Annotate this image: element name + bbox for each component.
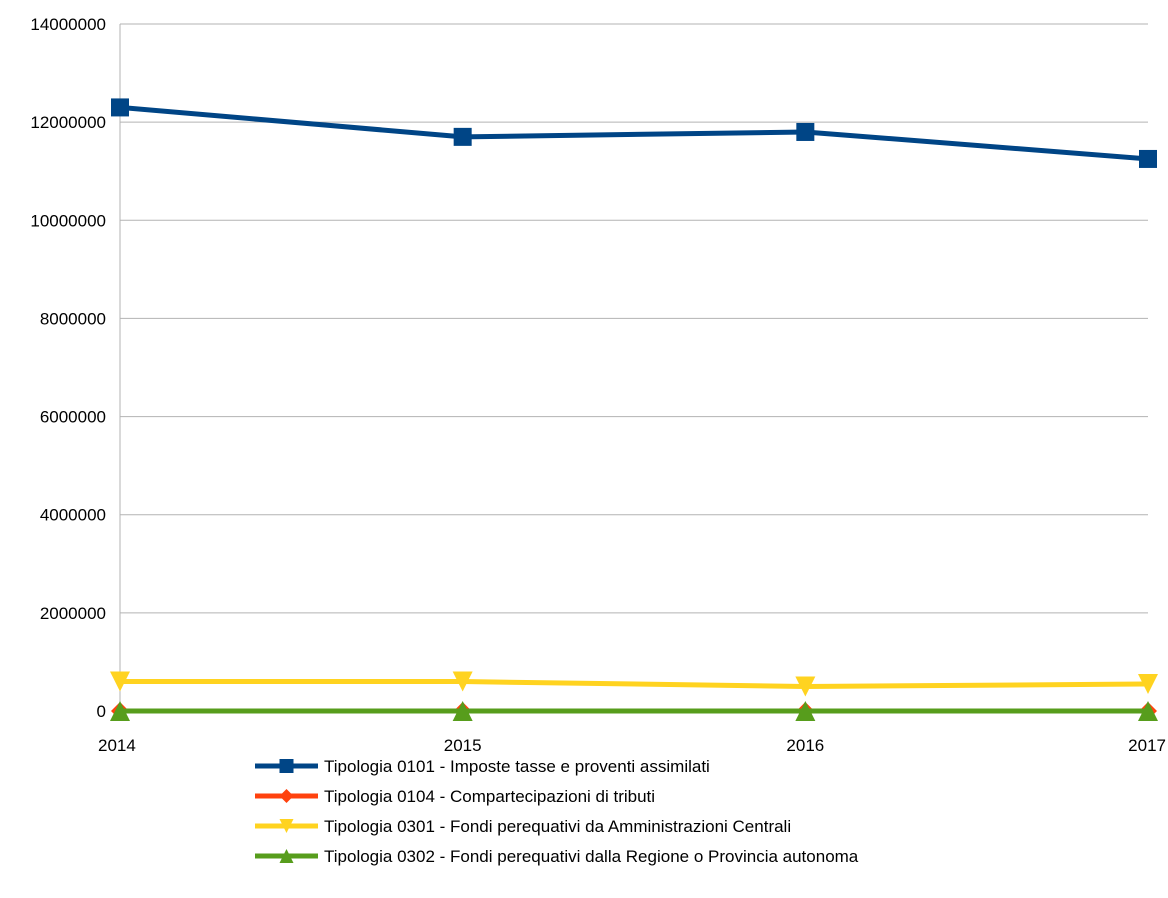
- legend-marker: [279, 789, 294, 803]
- series-line: [120, 679, 1149, 689]
- data-point: [453, 127, 472, 146]
- x-tick-labels: 2014 2015 2016 2017: [98, 736, 1166, 755]
- y-tick-label: 8000000: [40, 309, 106, 328]
- data-point: [796, 122, 815, 141]
- data-point: [1138, 674, 1158, 695]
- data-point: [111, 98, 129, 117]
- data-point: [795, 701, 816, 721]
- x-tick-label: 2015: [444, 736, 482, 755]
- legend-label: Tipologia 0101 - Imposte tasse e provent…: [324, 757, 710, 776]
- y-tick-labels: 0 2000000 4000000 6000000 8000000 10000000 120…: [30, 15, 106, 721]
- data-point: [452, 671, 473, 692]
- y-tick-label: 10000000: [30, 211, 106, 230]
- y-tick-label: 14000000: [30, 15, 106, 34]
- x-tick-label: 2017: [1128, 736, 1166, 755]
- data-point: [110, 701, 130, 721]
- legend-marker: [279, 819, 294, 833]
- x-tick-label: 2014: [98, 736, 136, 755]
- y-tick-label: 4000000: [40, 506, 106, 525]
- legend-label: Tipologia 0302 - Fondi perequativi dalla…: [324, 847, 859, 866]
- data-point: [452, 701, 473, 721]
- axes: [119, 24, 1148, 712]
- series-line: [119, 104, 1149, 162]
- legend-marker: [279, 759, 294, 773]
- legend-label: Tipologia 0301 - Fondi perequativi da Am…: [324, 817, 791, 836]
- data-point: [1139, 149, 1157, 168]
- grid-lines: [120, 23, 1148, 614]
- data-point: [110, 671, 130, 692]
- y-tick-label: 6000000: [40, 408, 106, 427]
- legend: Tipologia 0101 - Imposte tasse e provent…: [255, 757, 859, 866]
- legend-item: Tipologia 0302 - Fondi perequativi dalla…: [255, 847, 859, 866]
- legend-label: Tipologia 0104 - Compartecipazioni di tr…: [324, 787, 655, 806]
- y-tick-label: 2000000: [40, 604, 106, 623]
- series-1: [111, 98, 1157, 168]
- legend-item: Tipologia 0104 - Compartecipazioni di tr…: [255, 787, 655, 806]
- data-point: [795, 676, 816, 697]
- y-tick-label: 0: [97, 702, 106, 721]
- series-3: [110, 671, 1158, 697]
- series-group: [110, 98, 1158, 721]
- legend-marker: [279, 849, 294, 863]
- x-tick-label: 2016: [786, 736, 824, 755]
- legend-item: Tipologia 0101 - Imposte tasse e provent…: [255, 757, 710, 776]
- y-tick-label: 12000000: [30, 113, 106, 132]
- legend-item: Tipologia 0301 - Fondi perequativi da Am…: [255, 817, 791, 836]
- data-point: [1138, 701, 1158, 721]
- series-4: [110, 701, 1158, 721]
